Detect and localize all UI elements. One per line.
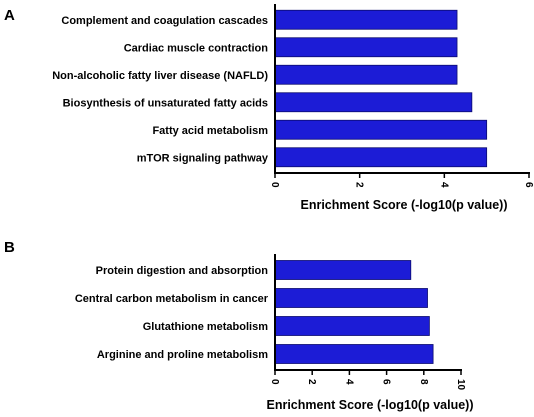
bar-1: [274, 9, 458, 30]
bar-3: [274, 64, 458, 85]
category-label: Biosynthesis of unsaturated fatty acids: [63, 97, 268, 109]
x-tick-label: 4: [438, 182, 449, 188]
category-label: Non-alcoholic fatty liver disease (NAFLD…: [52, 70, 268, 82]
category-label: Cardiac muscle contraction: [124, 42, 269, 54]
category-label: Fatty acid metabolism: [152, 125, 268, 137]
bar-6: [274, 147, 488, 168]
bar-2: [274, 37, 458, 58]
bar-4: [274, 344, 434, 364]
chart-a: Complement and coagulation cascades Cardi…: [52, 4, 534, 212]
category-label: Glutathione metabolism: [143, 321, 269, 333]
panel-a-label: A: [4, 7, 15, 24]
bar-3: [274, 316, 430, 336]
bar-4: [274, 92, 473, 113]
panel-b-label: B: [4, 239, 15, 256]
x-tick-label: 4: [343, 379, 354, 385]
category-label: Central carbon metabolism in cancer: [75, 293, 269, 305]
x-tick-label: 6: [381, 379, 392, 385]
x-tick-label: 8: [418, 379, 429, 385]
x-tick-label: 0: [269, 379, 280, 385]
x-tick-label: 6: [523, 182, 534, 188]
x-tick-label: 10: [455, 379, 466, 391]
bar-5: [274, 119, 488, 140]
x-axis-title: Enrichment Score (-log10(p value)): [267, 398, 474, 412]
category-label: mTOR signaling pathway: [137, 152, 269, 164]
bar-2: [274, 288, 428, 308]
category-label: Complement and coagulation cascades: [61, 15, 268, 27]
x-tick-label: 2: [354, 182, 365, 188]
x-tick-label: 0: [269, 182, 280, 188]
category-label: Protein digestion and absorption: [96, 265, 269, 277]
category-label: Arginine and proline metabolism: [97, 349, 268, 361]
chart-b: Protein digestion and absorption Central …: [75, 254, 474, 412]
x-tick-label: 2: [306, 379, 317, 385]
x-axis-title: Enrichment Score (-log10(p value)): [301, 198, 508, 212]
bar-1: [274, 260, 412, 280]
